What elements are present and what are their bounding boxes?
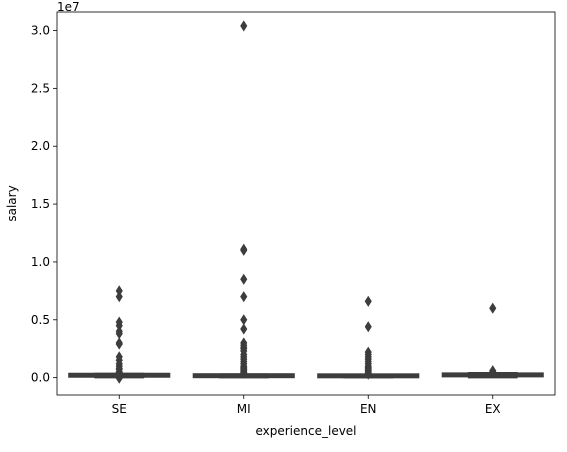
x-axis: SE MI EN EX <box>112 395 501 416</box>
x-tick-label: EN <box>360 402 377 416</box>
outlier-point <box>115 338 123 350</box>
y-tick-label: 0.5 <box>31 313 50 327</box>
y-tick-label: 2.5 <box>31 81 50 95</box>
outlier-point <box>489 302 497 314</box>
y-tick-label: 3.0 <box>31 24 50 38</box>
outlier-point <box>240 20 248 32</box>
x-axis-label: experience_level <box>255 424 356 438</box>
outlier-point <box>364 321 372 333</box>
x-tick-label: SE <box>112 402 127 416</box>
outlier-point <box>240 273 248 285</box>
outlier-point <box>364 368 372 380</box>
y-axis: 0.0 0.5 1.0 1.5 2.0 2.5 3.0 <box>31 24 57 385</box>
box-mi <box>192 20 295 379</box>
axes-frame <box>56 11 556 396</box>
plot-area <box>68 20 544 384</box>
y-offset-label: 1e7 <box>57 0 80 14</box>
y-tick-label: 2.0 <box>31 139 50 153</box>
x-tick-label: MI <box>237 402 251 416</box>
box-en <box>317 295 420 380</box>
x-tick-label: EX <box>485 402 501 416</box>
outlier-point <box>240 244 248 256</box>
outlier-point <box>115 291 123 303</box>
y-axis-label: salary <box>5 185 19 221</box>
y-tick-label: 1.5 <box>31 197 50 211</box>
outlier-point <box>115 372 123 384</box>
outlier-point <box>364 295 372 307</box>
y-tick-label: 0.0 <box>31 371 50 385</box>
box-se <box>68 285 171 384</box>
box-ex <box>441 302 544 379</box>
outlier-point <box>240 367 248 379</box>
outlier-point <box>240 291 248 303</box>
outlier-point <box>489 366 497 378</box>
outlier-point <box>240 323 248 335</box>
y-tick-label: 1.0 <box>31 255 50 269</box>
